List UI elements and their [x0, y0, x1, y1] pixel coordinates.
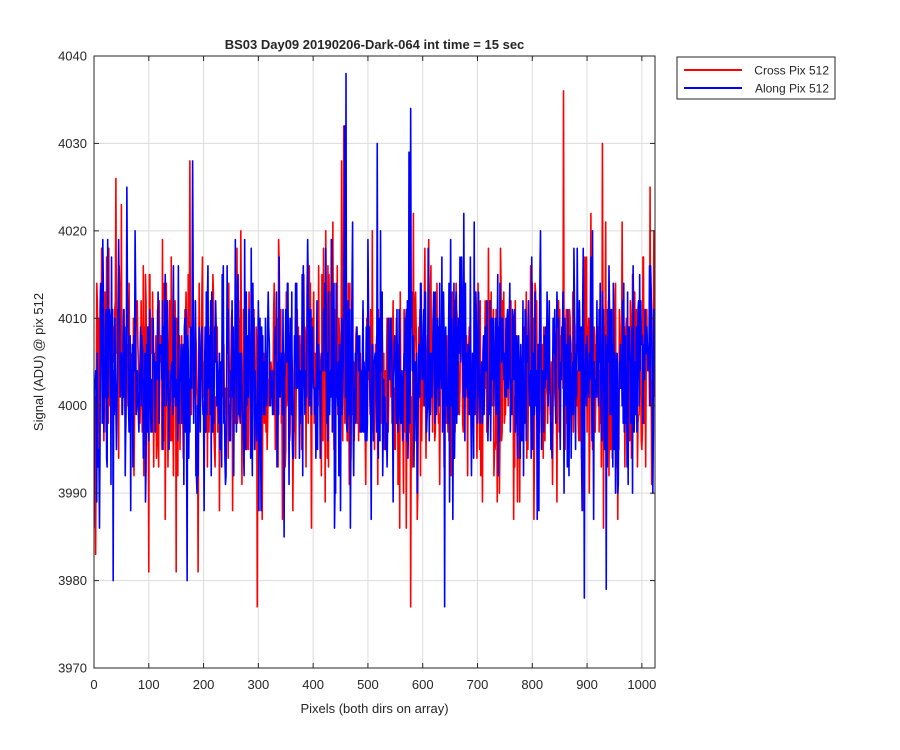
y-tick-label: 4010	[58, 311, 87, 326]
x-tick-label: 300	[248, 677, 270, 692]
y-tick-label: 3980	[58, 573, 87, 588]
x-tick-label: 500	[357, 677, 379, 692]
y-tick-label: 3990	[58, 486, 87, 501]
y-tick-label: 3970	[58, 661, 87, 676]
x-tick-label: 600	[412, 677, 434, 692]
legend-box	[676, 56, 836, 100]
x-tick-label: 1000	[627, 677, 656, 692]
y-tick-label: 4040	[58, 49, 87, 64]
axis-ticks: 0 100 200 300 400 500 600 700 800 900 1000 3970 3980…	[58, 49, 656, 693]
y-tick-label: 4000	[58, 398, 87, 413]
x-tick-label: 400	[302, 677, 324, 692]
legend: Cross Pix 512 Along Pix 512	[676, 56, 836, 100]
legend-label-along-pix-512: Along Pix 512	[755, 82, 829, 96]
series-layer	[94, 72, 655, 608]
x-tick-label: 900	[576, 677, 598, 692]
y-tick-label: 4030	[58, 136, 87, 151]
x-tick-label: 100	[138, 677, 160, 692]
x-tick-label: 800	[521, 677, 543, 692]
y-axis-label: Signal (ADU) @ pix 512	[31, 293, 46, 431]
legend-label-cross-pix-512: Cross Pix 512	[754, 64, 829, 78]
chart-title: BS03 Day09 20190206-Dark-064 int time = …	[225, 37, 525, 52]
y-tick-label: 4020	[58, 223, 87, 238]
x-tick-label: 700	[467, 677, 489, 692]
series-line-along-pix-512	[94, 72, 655, 608]
x-tick-label: 0	[90, 677, 97, 692]
axes-box	[93, 55, 656, 669]
x-axis-label: Pixels (both dirs on array)	[300, 701, 448, 716]
x-tick-label: 200	[193, 677, 215, 692]
